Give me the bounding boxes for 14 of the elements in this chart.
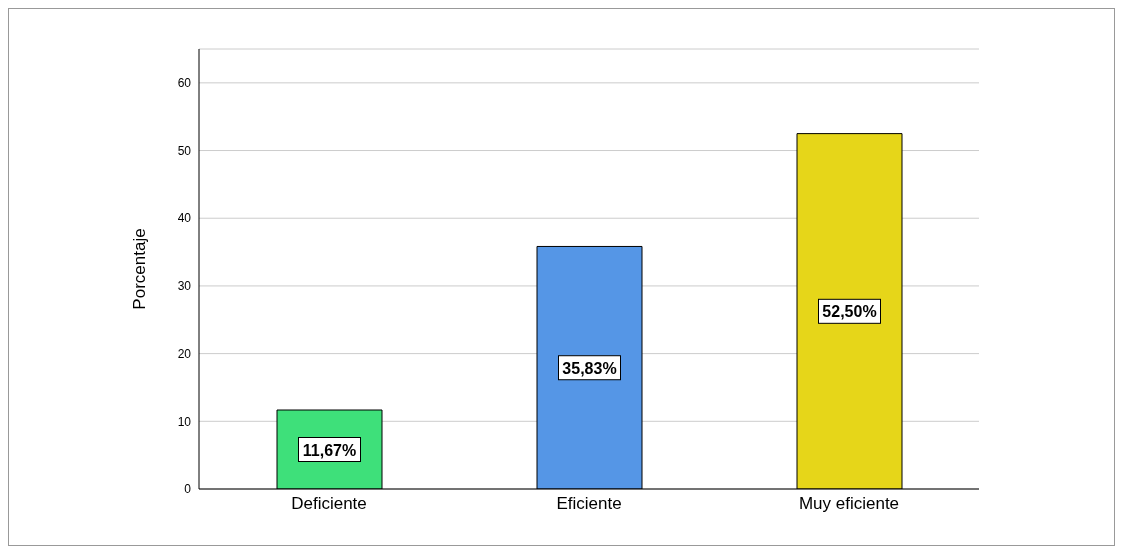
y-axis-title: Porcentaje (130, 228, 150, 310)
data-label: 11,67% (302, 441, 357, 459)
y-tick-label: 60 (177, 76, 192, 91)
data-label: 35,83% (562, 359, 617, 377)
y-tick-label: 0 (184, 482, 192, 497)
y-tick-label: 20 (177, 346, 192, 361)
y-tick-label: 40 (177, 211, 192, 226)
y-tick-label: 10 (177, 414, 192, 429)
y-tick-label: 30 (177, 279, 192, 294)
data-label: 52,50% (822, 303, 877, 321)
x-tick-label: Muy eficiente (798, 494, 900, 514)
x-tick-label: Eficiente (556, 494, 622, 514)
x-tick-label: Deficiente (291, 494, 367, 514)
y-tick-label: 50 (177, 143, 192, 158)
